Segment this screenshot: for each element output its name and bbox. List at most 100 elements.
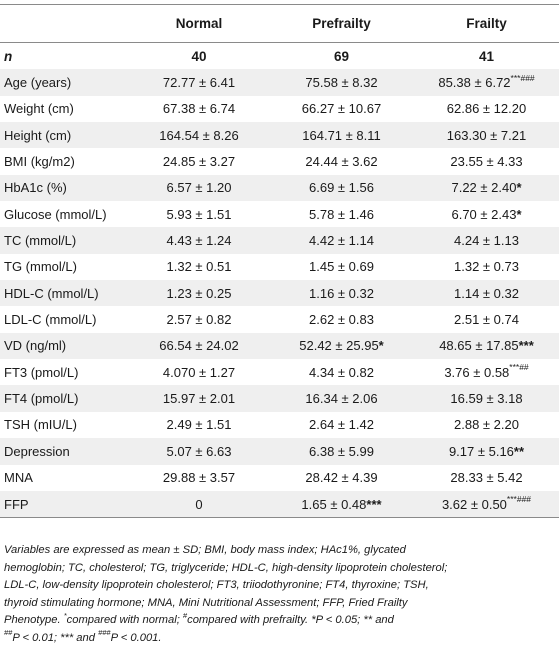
table-row: VD (ng/ml) 66.54 ± 24.02 52.42 ± 25.95* 48.… <box>0 332 559 360</box>
footnote-text: P < 0.01; *** and <box>12 631 99 644</box>
row-label: LDL-C (mmol/L) <box>4 312 97 328</box>
table-row: Glucose (mmol/L) 5.93 ± 1.51 5.78 ± 1.46 6.… <box>0 201 559 227</box>
footnote-sup: * <box>63 610 67 620</box>
cell-normal: 4.070 ± 1.27 <box>129 359 269 385</box>
cell-value: 1.32 ± 0.73 <box>454 259 519 275</box>
footnote-line: Phenotype. *compared with normal; #compa… <box>4 610 556 630</box>
cell-value: 164.54 ± 8.26 <box>159 127 239 143</box>
footnote-sup: ## <box>4 628 13 638</box>
cell-normal: 5.07 ± 6.63 <box>129 438 269 465</box>
table-row: Weight (cm) 67.38 ± 6.74 66.27 ± 10.67 62.8… <box>0 96 559 122</box>
row-label: FFP <box>0 490 129 519</box>
table-row: BMI (kg/m2) 24.85 ± 3.27 24.44 ± 3.62 23.55… <box>0 148 559 174</box>
row-label: Glucose (mmol/L) <box>4 206 107 222</box>
cell-value: 1.23 ± 0.25 <box>166 285 232 301</box>
cell-frailty: 6.70 ± 2.43* <box>414 201 559 227</box>
cell-normal: 1.32 ± 0.51 <box>129 254 269 280</box>
header-row: Normal Prefrailty Frailty <box>0 4 559 43</box>
cell-frailty: 62.86 ± 12.20 <box>414 96 559 122</box>
significance-marker: ***## <box>509 362 529 373</box>
cell-value: 67.38 ± 6.74 <box>162 101 236 117</box>
cell-value: 6.69 ± 1.56 <box>309 180 374 196</box>
cell-prefrailty: 2.62 ± 0.83 <box>269 306 414 332</box>
cell-normal: 29.88 ± 3.57 <box>129 465 269 491</box>
header-blank <box>0 4 129 43</box>
cell-value: 164.71 ± 8.11 <box>302 127 381 143</box>
cell-normal: 72.77 ± 6.41 <box>129 69 269 96</box>
significance-marker: * <box>516 180 522 196</box>
cell-value: 28.42 ± 4.39 <box>305 470 378 486</box>
cell-value: 1.32 ± 0.51 <box>166 259 232 275</box>
cell-value: 5.78 ± 1.46 <box>309 206 374 222</box>
cell-value: 4.070 ± 1.27 <box>162 364 236 380</box>
footnote-text: P < 0.001. <box>110 631 162 644</box>
header-prefrailty: Prefrailty <box>269 4 414 43</box>
cell-normal: 67.38 ± 6.74 <box>129 96 269 122</box>
significance-marker: * <box>516 206 522 222</box>
significance-marker: *** <box>518 338 534 354</box>
cell-value: 72.77 ± 6.41 <box>162 75 236 91</box>
table-row: Age (years) 72.77 ± 6.41 75.58 ± 8.32 85.38… <box>0 69 559 96</box>
cell-frailty: 28.33 ± 5.42 <box>414 465 559 491</box>
row-label: HbA1c (%) <box>0 174 129 202</box>
cell-value: 16.34 ± 2.06 <box>305 391 378 407</box>
cell-value: 2.88 ± 2.20 <box>454 417 519 433</box>
table-row: TSH (mIU/L) 2.49 ± 1.51 2.64 ± 1.42 2.88 ± … <box>0 412 559 438</box>
table-row: MNA 29.88 ± 3.57 28.42 ± 4.39 28.33 ± 5.42 <box>0 465 559 491</box>
footnote-line: hemoglobin; TC, cholesterol; TG, triglyc… <box>4 561 448 574</box>
cell-normal: 66.54 ± 24.02 <box>129 332 269 360</box>
cell-value: 16.59 ± 3.18 <box>450 391 523 407</box>
cell-prefrailty: 66.27 ± 10.67 <box>269 96 414 122</box>
cell-value: 1.65 ± 0.48 <box>301 496 367 512</box>
cell-prefrailty: 1.65 ± 0.48*** <box>269 490 414 519</box>
cell-value: 3.62 ± 0.50 <box>441 496 507 512</box>
cell-prefrailty: 6.69 ± 1.56 <box>269 174 414 202</box>
cell-normal: 164.54 ± 8.26 <box>129 122 269 149</box>
cell-prefrailty: 4.42 ± 1.14 <box>269 227 414 254</box>
row-label: MNA <box>4 470 33 486</box>
cell-frailty: 48.65 ± 17.85*** <box>414 332 559 360</box>
footnote-line: ##P < 0.01; *** and ###P < 0.001. <box>4 628 556 648</box>
cell-prefrailty: 1.45 ± 0.69 <box>269 254 414 280</box>
footnote-line: thyroid stimulating hormone; MNA, Mini N… <box>4 596 408 609</box>
table-body: n 40 69 41 Age (years) 72.77 ± 6.41 75.58 … <box>0 43 559 519</box>
cell-value: 6.38 ± 5.99 <box>309 443 374 459</box>
table-row: TG (mmol/L) 1.32 ± 0.51 1.45 ± 0.69 1.32 ± … <box>0 254 559 280</box>
cell-normal: 2.57 ± 0.82 <box>129 306 269 332</box>
cell-value: 2.57 ± 0.82 <box>166 312 232 328</box>
cell-prefrailty: 2.64 ± 1.42 <box>269 412 414 438</box>
row-label: TSH (mIU/L) <box>4 417 77 433</box>
cell-value: 15.97 ± 2.01 <box>162 391 236 407</box>
table-row: Depression 5.07 ± 6.63 6.38 ± 5.99 9.17 ± 5… <box>0 438 559 465</box>
cell-value: 4.34 ± 0.82 <box>309 364 374 380</box>
cell-value: 48.65 ± 17.85 <box>439 338 519 354</box>
cell-value: 29.88 ± 3.57 <box>162 470 236 486</box>
header-frailty: Frailty <box>414 4 559 43</box>
n-frailty: 41 <box>478 48 495 64</box>
footnote-text: Phenotype. <box>4 614 64 627</box>
cell-value: 4.42 ± 1.14 <box>309 233 374 249</box>
row-label: TG (mmol/L) <box>4 259 77 275</box>
n-prefrailty: 69 <box>333 48 350 64</box>
footnote-text: compared with normal; <box>66 614 183 627</box>
cell-prefrailty: 1.16 ± 0.32 <box>269 280 414 307</box>
n-row: n 40 69 41 <box>0 43 559 70</box>
cell-frailty: 16.59 ± 3.18 <box>414 385 559 412</box>
cell-value: 163.30 ± 7.21 <box>446 127 527 143</box>
significance-marker: *** <box>366 496 382 512</box>
cell-prefrailty: 28.42 ± 4.39 <box>269 465 414 491</box>
cell-value: 23.55 ± 4.33 <box>450 154 523 170</box>
row-label: FT4 (pmol/L) <box>0 385 129 412</box>
cell-normal: 6.57 ± 1.20 <box>129 174 269 202</box>
cell-value: 1.45 ± 0.69 <box>309 259 374 275</box>
cell-normal: 0 <box>129 490 269 519</box>
cell-value: 2.49 ± 1.51 <box>166 417 232 433</box>
cell-value: 52.42 ± 25.95 <box>299 338 379 354</box>
cell-value: 2.51 ± 0.74 <box>454 312 519 328</box>
row-label: Height (cm) <box>0 122 129 149</box>
table-row: TC (mmol/L) 4.43 ± 1.24 4.42 ± 1.14 4.24 ± … <box>0 227 559 254</box>
cell-value: 4.43 ± 1.24 <box>166 233 232 249</box>
cell-frailty: 85.38 ± 6.72***### <box>414 69 559 96</box>
cell-value: 6.70 ± 2.43 <box>451 206 517 222</box>
cell-frailty: 7.22 ± 2.40* <box>414 174 559 202</box>
